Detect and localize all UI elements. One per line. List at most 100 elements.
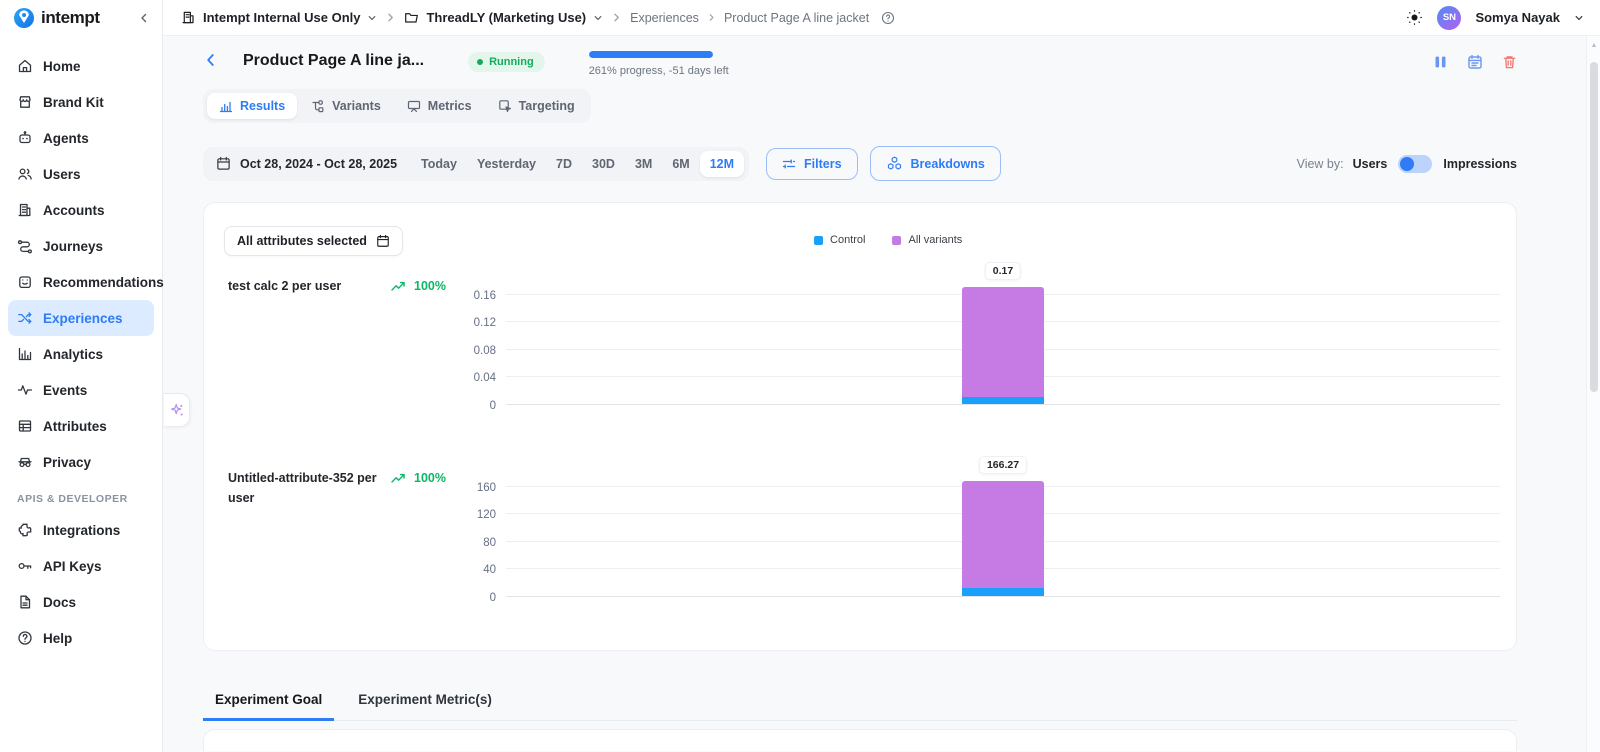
intempt-logo-icon — [13, 7, 35, 29]
delete-button[interactable] — [1502, 54, 1517, 70]
gridline — [506, 404, 1500, 405]
docs-icon — [20, 595, 31, 609]
tab-variants[interactable]: Variants — [299, 93, 393, 119]
sidebar-item-recommendations[interactable]: Recommendations — [8, 264, 164, 300]
chart-title: Untitled-attribute-352 per user — [228, 471, 377, 505]
preset-7d[interactable]: 7D — [556, 156, 572, 171]
view-by-toggle[interactable] — [1398, 154, 1433, 173]
y-axis-tick: 0.12 — [473, 317, 496, 330]
project-switcher[interactable]: ThreadLY (Marketing Use) — [404, 10, 603, 25]
bar-segment-control[interactable] — [962, 587, 1044, 596]
results-icon — [219, 101, 233, 113]
ai-assistant-tab[interactable] — [163, 393, 190, 427]
results-card: All attributes selected Control All vari… — [203, 202, 1517, 651]
bar-segment-all-variants[interactable] — [962, 481, 1044, 588]
sidebar-item-experiences[interactable]: Experiences — [8, 300, 154, 336]
preset-6m[interactable]: 6M — [672, 156, 690, 171]
legend-control[interactable]: Control — [814, 234, 866, 246]
sidebar-item-integrations[interactable]: Integrations — [8, 512, 154, 548]
legend-swatch-all-variants — [892, 235, 902, 245]
sidebar-item-api-keys[interactable]: API Keys — [8, 548, 154, 584]
chart-meta: Untitled-attribute-352 per user 100% — [228, 468, 446, 508]
filters-button[interactable]: Filters — [766, 147, 858, 180]
sidebar-collapse-button[interactable] — [138, 12, 150, 24]
chart-change: 100% — [391, 468, 446, 488]
chart-meta: test calc 2 per user 100% — [228, 276, 446, 296]
avatar[interactable]: SN — [1437, 5, 1462, 30]
chevron-down-icon[interactable] — [1574, 13, 1584, 23]
metric-chart-row: test calc 2 per user 100% 0.16 0.12 0.08 0.… — [224, 261, 1500, 428]
bar-segment-control[interactable] — [962, 397, 1044, 404]
scrollbar-thumb[interactable] — [1590, 62, 1598, 392]
stacked-bar[interactable] — [962, 286, 1044, 404]
toggle-knob — [1400, 156, 1415, 171]
tab-targeting[interactable]: Targeting — [486, 93, 587, 119]
sidebar-item-label: Users — [43, 166, 81, 182]
org-switcher[interactable]: Intempt Internal Use Only — [181, 10, 377, 25]
tab-experiment-goal[interactable]: Experiment Goal — [203, 684, 335, 721]
chart-plot: 0.16 0.12 0.08 0.04 0 0.17 — [474, 261, 1500, 412]
legend-label: Control — [830, 234, 866, 246]
sidebar-item-docs[interactable]: Docs — [8, 584, 154, 620]
sidebar-item-attributes[interactable]: Attributes — [8, 408, 154, 444]
sidebar-item-label: Docs — [43, 594, 77, 610]
scrollbar-up-arrow[interactable]: ▲ — [1590, 42, 1598, 49]
sidebar-item-label: Agents — [43, 130, 89, 146]
bar-segment-all-variants[interactable] — [962, 286, 1044, 398]
sidebar-item-privacy[interactable]: Privacy — [8, 444, 154, 480]
sidebar-item-users[interactable]: Users — [8, 156, 154, 192]
sidebar-item-agents[interactable]: Agents — [8, 120, 154, 156]
calendar-icon — [216, 156, 231, 171]
preset-12m[interactable]: 12M — [699, 150, 745, 177]
sidebar-item-analytics[interactable]: Analytics — [8, 336, 154, 372]
breadcrumb-page: Product Page A line jacket — [723, 10, 870, 25]
breadcrumb-section[interactable]: Experiences — [630, 10, 699, 25]
analytics-icon — [18, 347, 32, 361]
schedule-button[interactable] — [1467, 54, 1483, 70]
trend-up-icon — [391, 281, 405, 291]
sidebar-item-journeys[interactable]: Journeys — [8, 228, 154, 264]
chart-legend: Control All variants — [814, 234, 962, 246]
tab-results[interactable]: Results — [207, 93, 298, 119]
sparkle-icon — [170, 403, 183, 416]
preset-3m[interactable]: 3M — [634, 156, 653, 171]
chevron-down-icon — [594, 15, 602, 20]
breadcrumb-separator-icon — [611, 12, 622, 23]
sidebar-item-events[interactable]: Events — [8, 372, 154, 408]
stacked-bar[interactable] — [962, 481, 1044, 596]
header-actions — [1433, 54, 1517, 70]
progress-bar — [588, 51, 713, 58]
tab-experiment-metrics[interactable]: Experiment Metric(s) — [358, 692, 492, 707]
date-range-value[interactable]: Oct 28, 2024 - Oct 28, 2025 — [240, 156, 398, 171]
preset-30d[interactable]: 30D — [592, 156, 615, 171]
trend-up-icon — [391, 473, 405, 483]
y-axis-tick: 80 — [483, 536, 496, 549]
sidebar-item-help[interactable]: Help — [8, 620, 154, 656]
sidebar: intempt Home Brand Kit Agents Users Acco… — [0, 0, 164, 752]
back-button[interactable] — [203, 52, 219, 68]
tab-label: Results — [240, 99, 286, 113]
date-range-picker: Oct 28, 2024 - Oct 28, 2025 Today Yester… — [203, 146, 750, 181]
theme-toggle-icon[interactable] — [1406, 9, 1423, 26]
brand-name: intempt — [41, 8, 100, 27]
tab-metrics[interactable]: Metrics — [395, 93, 484, 119]
pause-button[interactable] — [1433, 54, 1448, 70]
user-name: Somya Nayak — [1475, 10, 1560, 25]
progress-text: 261% progress, -51 days left — [588, 65, 729, 77]
main-content: Product Page A line ja... Running 261% p… — [163, 36, 1586, 752]
sidebar-item-brand-kit[interactable]: Brand Kit — [8, 84, 154, 120]
help-icon — [18, 631, 32, 645]
page-scrollbar[interactable]: ▲ — [1586, 36, 1600, 752]
help-circle-icon[interactable] — [881, 11, 895, 25]
page-title: Product Page A line ja... — [243, 52, 425, 69]
sidebar-item-home[interactable]: Home — [8, 48, 154, 84]
sidebar-item-accounts[interactable]: Accounts — [8, 192, 154, 228]
preset-yesterday[interactable]: Yesterday — [476, 156, 537, 171]
api-keys-icon — [18, 562, 32, 570]
breakdowns-button[interactable]: Breakdowns — [869, 146, 1001, 181]
breadcrumb: Intempt Internal Use Only ThreadLY (Mark… — [181, 10, 895, 25]
integrations-icon — [18, 523, 32, 537]
preset-today[interactable]: Today — [421, 156, 457, 171]
legend-all-variants[interactable]: All variants — [892, 234, 962, 246]
attributes-dropdown[interactable]: All attributes selected — [224, 226, 403, 256]
